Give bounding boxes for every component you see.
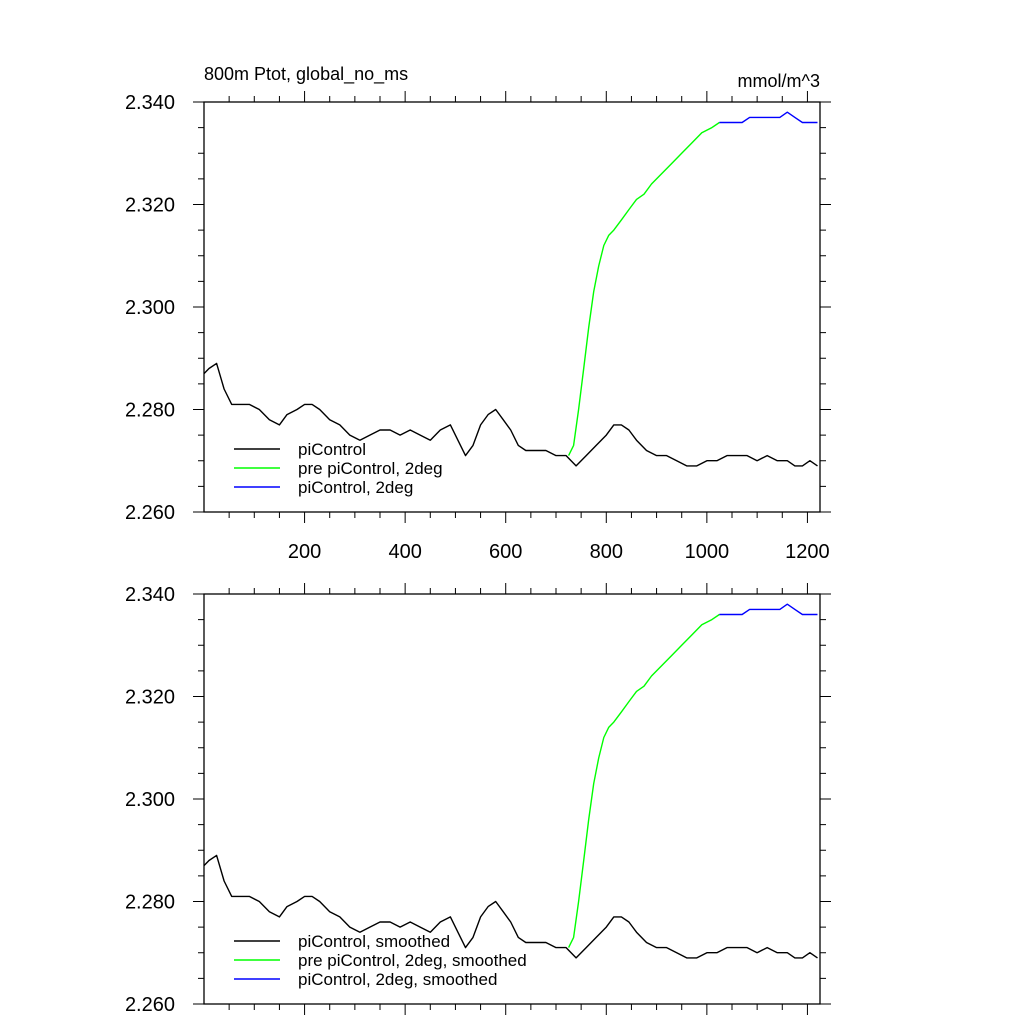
y-tick-label: 2.260 [125, 502, 175, 524]
x-tick-label: 1000 [685, 541, 730, 563]
series-line-pre-picontrol-2deg-smoothed [567, 613, 720, 948]
series-line-picontrol-2deg-smoothed [719, 603, 818, 616]
chart-title: 800m Ptot, global_no_ms [204, 64, 408, 85]
series-line-picontrol-2deg [719, 111, 818, 124]
series-line-picontrol [203, 362, 818, 467]
y-tick-label: 2.340 [125, 92, 175, 114]
axis-ticks [193, 91, 831, 523]
y-tick-label: 2.280 [125, 892, 175, 914]
y-axis-labels: 2.260 2.280 2.300 2.320 2.340 [125, 92, 175, 524]
legend-label: pre piControl, 2deg, smoothed [298, 951, 527, 970]
y-tick-label: 2.300 [125, 297, 175, 319]
legend-label: piControl, smoothed [298, 932, 450, 951]
bottom-panel: 2.260 2.280 2.300 2.320 2.340 piControl, smo… [125, 583, 831, 1016]
x-tick-label: 400 [388, 541, 421, 563]
y-tick-label: 2.300 [125, 789, 175, 811]
y-axis-labels: 2.260 2.280 2.300 2.320 2.340 [125, 584, 175, 1016]
top-panel: 800m Ptot, global_no_ms mmol/m^3 2.2602.… [125, 64, 831, 563]
y-tick-label: 2.260 [125, 994, 175, 1016]
legend-label: piControl, 2deg, smoothed [298, 970, 497, 989]
series-line-pre-picontrol-2deg [567, 121, 720, 456]
legend-label: pre piControl, 2deg [298, 459, 443, 478]
x-axis-labels: 200 400 600 800 1000 1200 [288, 541, 830, 563]
x-tick-label: 800 [590, 541, 623, 563]
x-tick-label: 600 [489, 541, 522, 563]
units-label: mmol/m^3 [738, 71, 820, 91]
series-lines [203, 111, 818, 467]
series-lines [203, 603, 818, 959]
plot-frame [203, 101, 821, 513]
y-tick-label: 2.320 [125, 687, 175, 709]
legend-label: piControl, 2deg [298, 478, 413, 497]
axis-ticks [193, 583, 831, 1015]
plot-frame [203, 593, 821, 1005]
legend-label: piControl [298, 440, 366, 459]
x-tick-label: 200 [288, 541, 321, 563]
y-tick-label: 2.340 [125, 584, 175, 606]
x-tick-label: 1200 [785, 541, 830, 563]
series-line-picontrol-smoothed [203, 854, 818, 959]
y-tick-label: 2.320 [125, 195, 175, 217]
y-tick-label: 2.280 [125, 400, 175, 422]
